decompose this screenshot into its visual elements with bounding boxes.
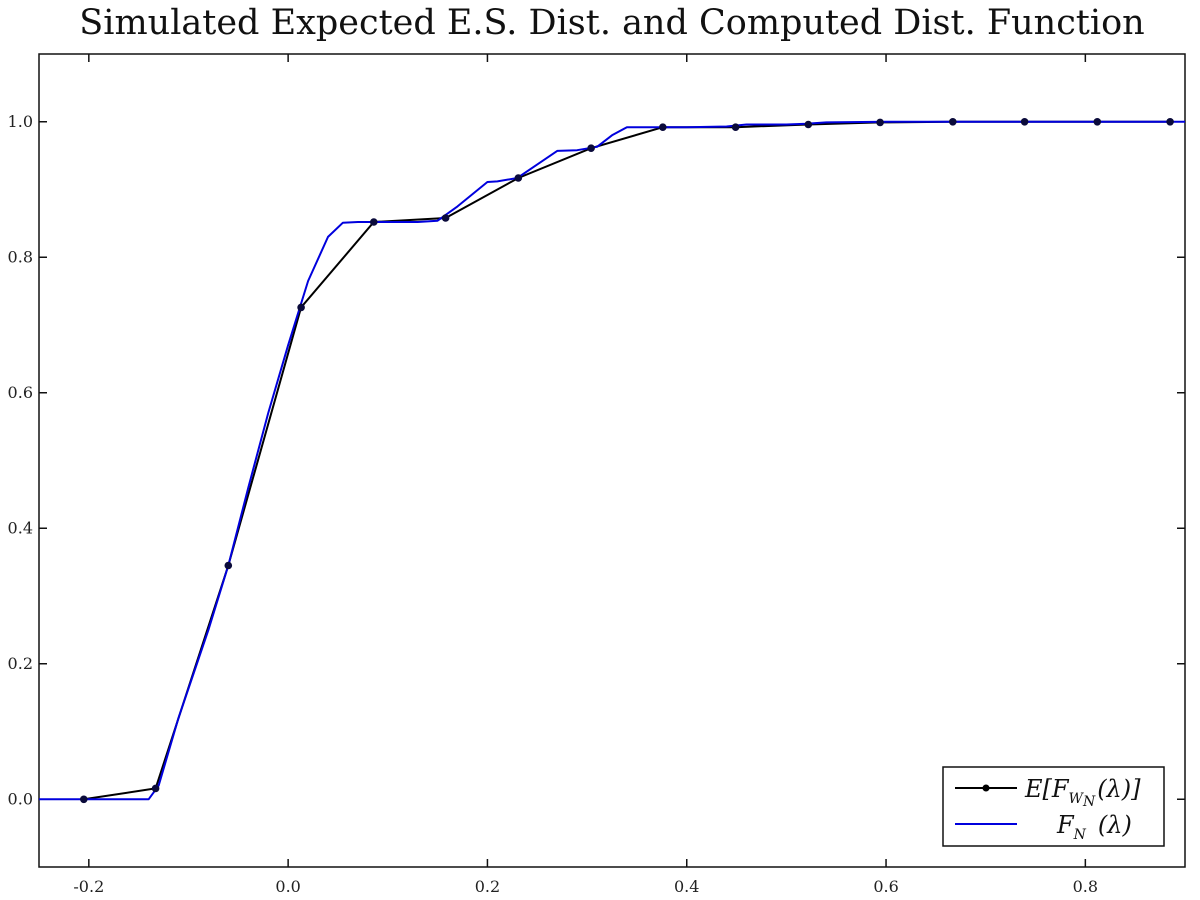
x-tick-label: 0.0	[275, 877, 300, 896]
data-point	[1093, 118, 1102, 126]
legend-box	[942, 766, 1165, 847]
y-tick-label: 1.0	[8, 112, 33, 131]
data-point	[1166, 118, 1174, 126]
y-tick-label: 0.6	[8, 383, 33, 402]
y-tick-label: 0.0	[8, 789, 33, 808]
data-point	[514, 174, 523, 182]
data-point	[876, 118, 884, 127]
plot-area	[38, 53, 1186, 868]
legend: E[FWN(λ)] FN (λ)	[942, 766, 1165, 847]
data-point	[949, 118, 957, 126]
y-tick-label: 0.8	[8, 247, 33, 266]
legend-computed-tail: (λ)	[1098, 811, 1132, 839]
data-point	[297, 303, 305, 312]
data-point	[659, 123, 667, 131]
data-point	[1020, 118, 1029, 126]
data-point	[587, 144, 595, 152]
series-layer	[39, 118, 1185, 804]
legend-expected-subsub: N	[1082, 794, 1096, 810]
data-point	[731, 123, 740, 131]
chart-title: Simulated Expected E.S. Dist. and Comput…	[79, 3, 1144, 43]
data-point	[80, 795, 88, 804]
legend-expected-main: E[F	[1024, 775, 1070, 803]
x-tick-label: 0.8	[1073, 877, 1098, 896]
legend-expected-tail: (λ)]	[1097, 775, 1141, 803]
x-tick-label: -0.2	[73, 877, 104, 896]
x-tick-label: 0.4	[674, 877, 699, 896]
legend-computed-main: F	[1056, 811, 1075, 839]
legend-marker-expected	[982, 784, 990, 792]
series-computed-line	[39, 120, 1185, 801]
y-tick-label: 0.2	[8, 654, 33, 673]
legend-computed-sub: N	[1073, 827, 1087, 843]
data-point	[224, 561, 233, 570]
legend-label-expected: E[FWN(λ)]	[1024, 775, 1141, 810]
legend-expected-sub: W	[1069, 791, 1085, 807]
legend-label-computed: FN (λ)	[1056, 811, 1132, 843]
data-point	[441, 214, 450, 222]
x-tick-label: 0.6	[873, 877, 898, 896]
data-point	[151, 784, 160, 793]
y-tick-label: 0.4	[8, 518, 33, 537]
data-point	[370, 218, 378, 226]
data-point	[804, 120, 813, 129]
x-tick-label: 0.2	[475, 877, 500, 896]
